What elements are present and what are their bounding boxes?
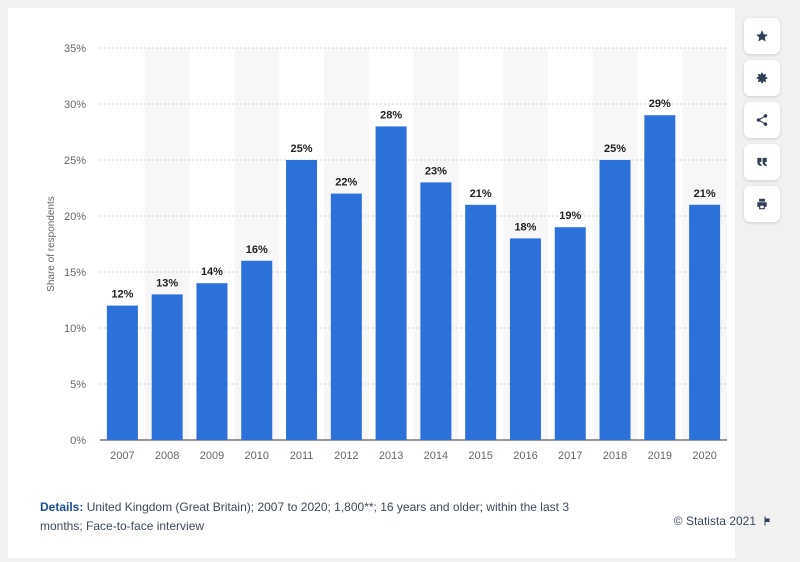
x-tick-label: 2007 [110,450,134,462]
print-icon [757,198,767,210]
bar [241,260,273,440]
data-label: 25% [604,143,626,155]
x-tick-label: 2012 [334,450,358,462]
cite-button[interactable] [744,144,780,180]
y-tick-label: 5% [70,379,86,391]
y-tick-label: 35% [64,43,86,55]
x-tick-label: 2009 [200,450,224,462]
data-label: 22% [335,177,357,189]
x-tick-label: 2019 [648,450,672,462]
y-tick-label: 0% [70,435,86,447]
data-label: 19% [559,210,581,222]
details-label: Details: [40,500,84,514]
x-tick-label: 2013 [379,450,403,462]
bar [689,204,721,440]
gear-icon [756,72,768,84]
y-axis-title: Share of respondents [46,196,57,292]
bar [554,227,586,440]
x-tick-label: 2017 [558,450,582,462]
x-tick-label: 2008 [155,450,179,462]
bar-chart: 0% 5% 10% 15% 20% 25% 30% 35% 12% 2007 13% 2008 14% 2… [46,43,727,462]
x-tick-label: 2015 [468,450,492,462]
quote-icon [757,157,767,167]
x-tick-label: 2014 [424,450,448,462]
bar [375,126,407,441]
data-label: 16% [246,244,268,256]
star-icon [756,30,768,42]
bar [644,115,676,440]
favorite-button[interactable] [744,18,780,54]
bar [420,182,452,440]
data-label: 12% [111,289,133,301]
data-label: 23% [425,165,447,177]
details-text: United Kingdom (Great Britain); 2007 to … [40,500,569,533]
x-tick-label: 2018 [603,450,627,462]
details-note: Details: United Kingdom (Great Britain);… [40,498,580,536]
data-label: 29% [649,98,671,110]
bar [106,305,138,440]
data-label: 13% [156,277,178,289]
flag-icon [764,516,770,526]
bar [196,283,228,440]
bar [330,193,362,440]
y-tick-label: 15% [64,267,86,279]
bar [465,204,497,440]
data-label: 21% [694,188,716,200]
bar [286,160,318,440]
data-label: 18% [514,221,536,233]
bar [599,160,631,440]
y-tick-label: 30% [64,99,86,111]
print-button[interactable] [744,186,780,222]
data-label: 21% [470,188,492,200]
statista-credit[interactable]: © Statista 2021 [674,514,774,528]
sidebar-toolbar [744,18,784,228]
data-label: 25% [291,143,313,155]
data-label: 14% [201,266,223,278]
x-tick-label: 2016 [513,450,537,462]
y-tick-label: 20% [64,211,86,223]
x-tick-label: 2011 [290,450,314,462]
x-tick-label: 2010 [245,450,269,462]
y-tick-label: 10% [64,323,86,335]
bar [509,238,541,440]
data-label: 28% [380,109,402,121]
y-tick-label: 25% [64,155,86,167]
share-icon [756,114,768,126]
credit-text: © Statista 2021 [673,514,756,528]
x-tick-label: 2020 [692,450,716,462]
settings-button[interactable] [744,60,780,96]
bar [151,294,183,440]
share-button[interactable] [744,102,780,138]
